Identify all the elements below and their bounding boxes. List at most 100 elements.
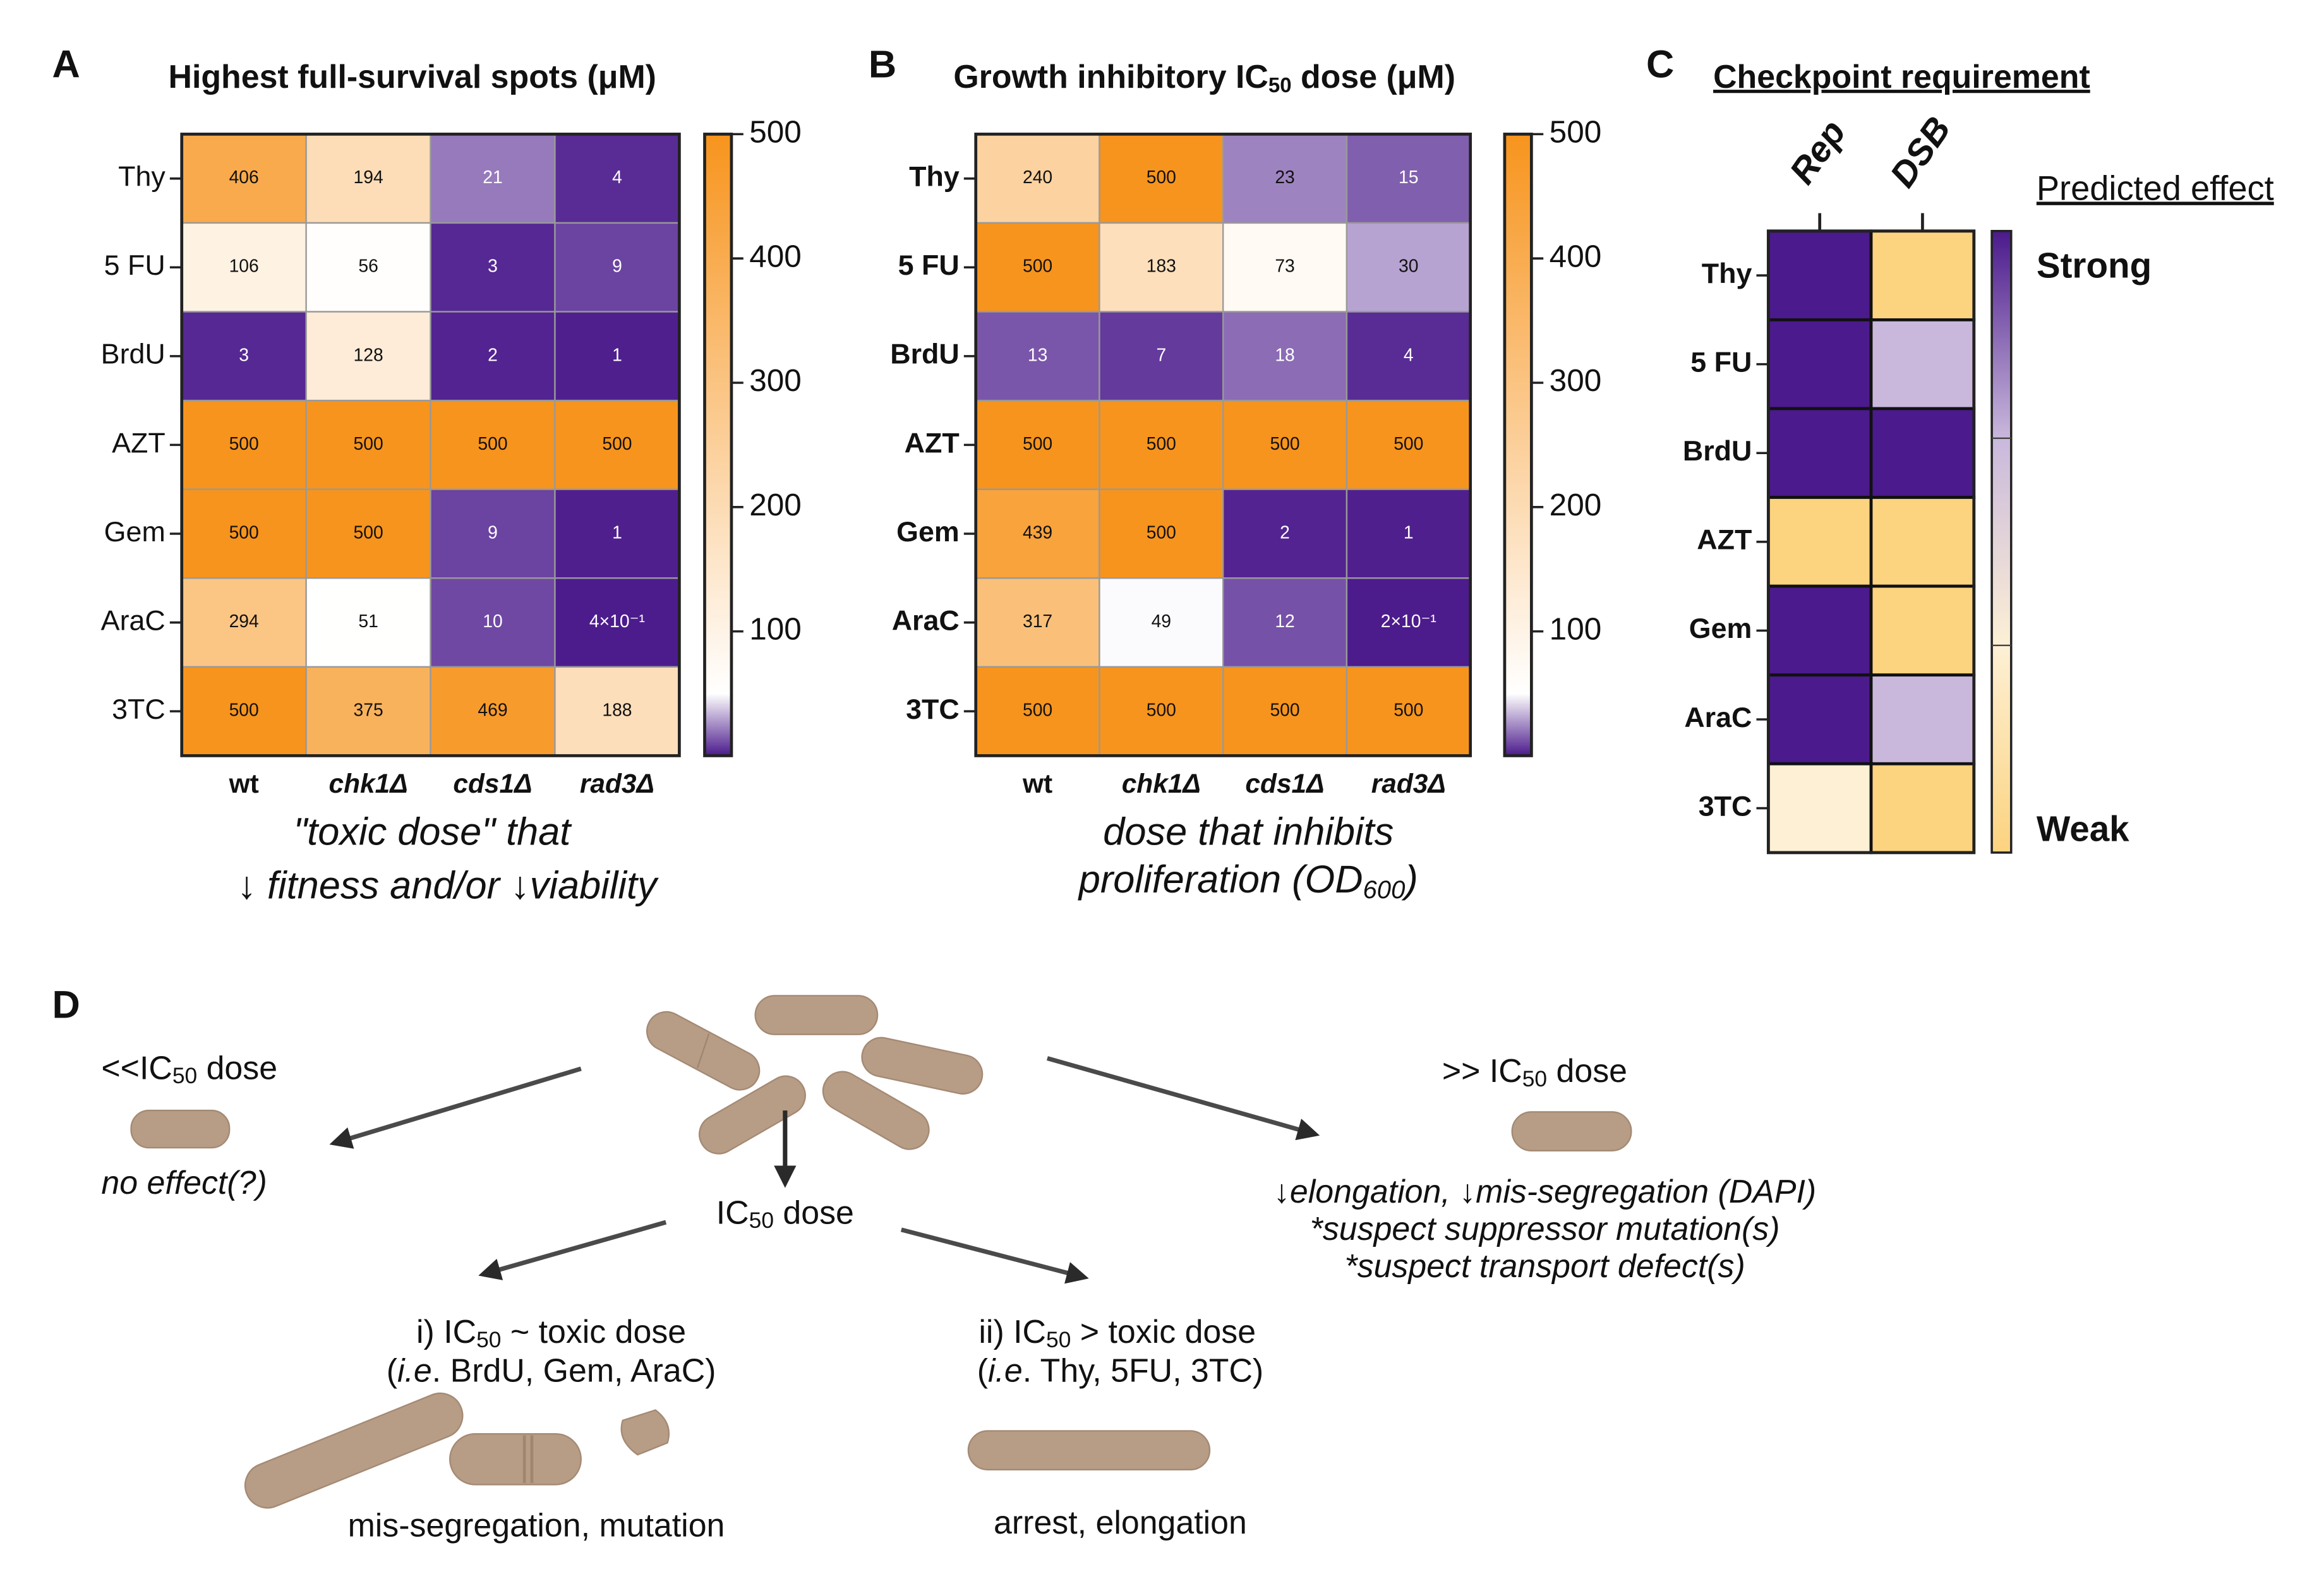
heatmap-cell [1099,666,1224,757]
diagram-label: arrest, elongation [994,1504,1247,1541]
heatmap-cell [975,577,1100,668]
heatmap-cell [1099,311,1224,402]
diagram-label: <<IC50 dose [101,1049,277,1088]
heatmap-cell [975,666,1100,757]
cell-label: 375 [353,700,383,720]
cell-label: 240 [1023,167,1052,187]
row-label: AraC [101,604,166,636]
legend-label: Strong [2037,246,2152,285]
cell-label: 3 [239,344,249,364]
heatmap-cell [305,666,431,757]
cell-label: 13 [1028,344,1047,364]
diagram-label: no effect(?) [101,1164,267,1201]
cell-label: 1 [612,522,622,542]
heatmap-cell [430,399,556,490]
legend-label: Weak [2037,809,2129,849]
cell-label: 9 [612,256,622,276]
colorbar-tick-label: 300 [749,363,802,398]
cells [130,995,1632,1509]
cell-label: 49 [1152,611,1171,631]
cell-label: 106 [229,256,259,276]
colorbar-tick-label: 500 [1550,114,1602,149]
heatmap-cell [1869,673,1976,766]
colorbar-tick-label: 200 [1550,488,1602,522]
colorbar-tick-label: 100 [749,612,802,647]
cell-label: 500 [1023,700,1052,720]
cell-label: 294 [229,611,259,631]
heatmap-cell [430,222,556,313]
cell-label: 10 [483,611,502,631]
cell-label: 500 [1147,522,1176,542]
cell-label: 500 [1023,256,1052,276]
heatmap-cell [181,666,307,757]
heatmap-cell [430,666,556,757]
cell-label: 183 [1147,256,1176,276]
row-label: Thy [118,161,166,193]
heatmap-cell [1222,399,1348,490]
cell-label: 15 [1399,167,1418,187]
cell-label: 23 [1275,167,1294,187]
cell-label: 30 [1399,256,1418,276]
heatmap-cell [1766,762,1873,855]
heatmap-cell [1869,407,1976,499]
caption: ↓ fitness and/or ↓viability [237,863,659,907]
heatmap-cell [181,488,307,579]
cell-label: 21 [483,167,502,187]
heatmap-cell [181,399,307,490]
heatmap-cell [554,222,680,313]
row-label: Gem [896,516,960,548]
colorbar-tick-label: 100 [1550,612,1602,647]
row-label: BrdU [101,339,166,370]
row-label: Thy [909,161,960,193]
heatmap-border [974,133,1472,757]
heatmap-cell [430,311,556,402]
heatmap-cell [1766,407,1873,499]
diagram-label: >> IC50 dose [1442,1052,1627,1091]
heatmap-cell [305,399,431,490]
row-label: 3TC [906,694,960,725]
diagram-label: (i.e. BrdU, Gem, AraC) [387,1352,716,1388]
heatmap-cell [1222,222,1348,313]
heatmap-cell [1346,311,1471,402]
heatmap-cell [1222,666,1348,757]
heatmap-cell [1346,488,1471,579]
panel-letter: B [869,42,896,85]
heatmap-cell [1766,229,1873,321]
panel-letter: C [1646,42,1674,85]
row-label: BrdU [1683,435,1752,467]
cell-label: 2 [488,344,498,364]
diagram-label: mis-segregation, mutation [348,1507,725,1544]
cell-label: 500 [1147,167,1176,187]
panel-letter: A [52,42,80,85]
column-label: cds1Δ [1245,769,1324,798]
row-label: 5 FU [104,249,166,281]
row-label: 5 FU [1690,346,1752,378]
heatmap-cell [1099,399,1224,490]
cell-label: 406 [229,167,259,187]
heatmap-cell [1346,577,1471,668]
caption: "toxic dose" that [293,810,572,853]
colorbar-tick-label: 300 [1550,363,1602,398]
heatmap-cell [1222,311,1348,402]
row-label: AZT [112,427,166,459]
heatmap-cell [1869,762,1976,855]
heatmap-cell [1099,222,1224,313]
column-label: wt [229,769,259,798]
heatmap-cell [554,133,680,224]
cell-label: 128 [353,344,383,364]
cell-label: 500 [1023,433,1052,454]
cell-label: 500 [1147,700,1176,720]
row-label: 5 FU [898,249,960,281]
cell-label: 500 [229,700,259,720]
cell-label: 1 [612,344,622,364]
legend-bar [1990,230,2013,854]
colorbar-tick-label: 200 [749,488,802,522]
colorbar [1503,133,1533,757]
heatmap-cell [1099,488,1224,579]
panel-letter: D [52,982,80,1026]
cell-label: 194 [353,167,383,187]
diagram-label: i) IC50 ~ toxic dose [416,1313,686,1352]
column-label: chk1Δ [1122,769,1201,798]
heatmap-cell [1099,133,1224,224]
cell-label: 3 [488,256,498,276]
